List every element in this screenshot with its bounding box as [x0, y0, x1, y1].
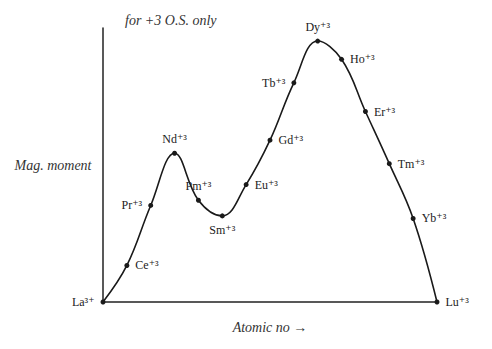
svg-text:Pr⁺³: Pr⁺³: [122, 198, 143, 212]
svg-text:Ce⁺³: Ce⁺³: [135, 258, 159, 272]
svg-text:Eu⁺³: Eu⁺³: [255, 178, 279, 192]
svg-text:Ho⁺³: Ho⁺³: [350, 52, 375, 66]
svg-text:Atomic no →: Atomic no →: [232, 320, 308, 335]
svg-text:Tm⁺³: Tm⁺³: [398, 157, 425, 171]
svg-text:Nd⁺³: Nd⁺³: [162, 132, 187, 146]
svg-text:Tb⁺³: Tb⁺³: [262, 76, 286, 90]
svg-text:La³⁺: La³⁺: [72, 295, 95, 309]
svg-text:Mag. moment: Mag. moment: [14, 158, 93, 173]
svg-text:Gd⁺³: Gd⁺³: [279, 133, 304, 147]
svg-text:Yb⁺³: Yb⁺³: [422, 211, 447, 225]
svg-text:Dy⁺³: Dy⁺³: [305, 20, 330, 34]
svg-text:Lu⁺³: Lu⁺³: [446, 295, 470, 309]
svg-text:Er⁺³: Er⁺³: [374, 105, 396, 119]
svg-text:for +3 O.S. only: for +3 O.S. only: [125, 13, 217, 28]
svg-text:Pm⁺³: Pm⁺³: [185, 179, 211, 193]
svg-text:Sm⁺³: Sm⁺³: [209, 223, 235, 237]
